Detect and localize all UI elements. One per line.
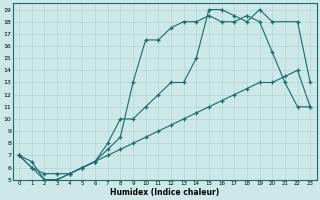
X-axis label: Humidex (Indice chaleur): Humidex (Indice chaleur): [110, 188, 219, 197]
